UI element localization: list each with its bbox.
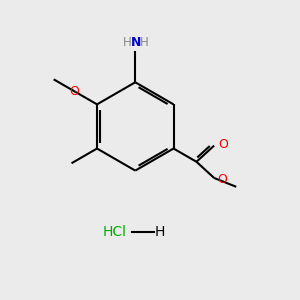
Text: O: O (69, 85, 79, 98)
Text: O: O (217, 173, 227, 186)
Text: N: N (131, 36, 141, 49)
Text: H: H (123, 36, 131, 49)
Text: HCl: HCl (103, 225, 127, 239)
Text: H: H (140, 36, 149, 49)
Text: O: O (218, 139, 228, 152)
Text: H: H (155, 225, 166, 239)
